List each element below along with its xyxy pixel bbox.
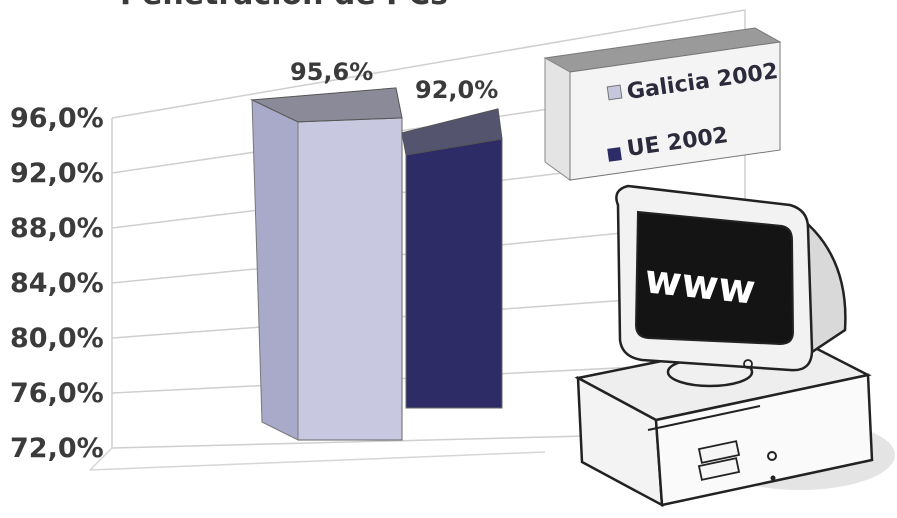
data-label: 95,6% (290, 58, 373, 86)
gridline (111, 9, 746, 119)
y-tick-label: 76,0% (10, 378, 104, 409)
y-tick-label: 72,0% (10, 433, 104, 464)
pc-drive-slot (647, 405, 761, 431)
y-axis: 72,0% 76,0% 80,0% 84,0% 88,0% 92,0% 96,0% (10, 103, 104, 464)
y-tick-label: 84,0% (10, 268, 104, 299)
bar-top (401, 108, 503, 156)
data-labels: 95,6% 92,0% (290, 58, 498, 104)
pc-drive-bay-2 (697, 457, 741, 481)
floor-edge-front (89, 451, 546, 471)
data-label: 92,0% (415, 76, 498, 104)
computer-illustration: www (574, 184, 895, 508)
floor-edge (89, 447, 113, 471)
y-tick-label: 92,0% (10, 158, 104, 189)
legend-swatch-ue (607, 147, 622, 162)
bar-side (251, 99, 299, 441)
legend-box-side (544, 57, 571, 181)
pc-drive-bay (697, 440, 741, 464)
monitor-screen (634, 210, 795, 346)
monitor-power-button (743, 359, 753, 369)
pc-button (770, 475, 776, 481)
y-tick-label: 96,0% (10, 103, 104, 134)
chart-title: Penetración de PCs (120, 0, 448, 12)
bars (250, 87, 503, 441)
y-tick-label: 80,0% (10, 323, 104, 354)
bar-top (250, 87, 403, 123)
legend-box-front (569, 41, 781, 181)
y-tick-label: 88,0% (10, 213, 104, 244)
legend: Galicia 2002 UE 2002 (543, 27, 782, 181)
bar-front (297, 117, 403, 441)
legend-swatch-galicia (606, 84, 623, 101)
pc-power-led (767, 451, 777, 461)
bar-front (405, 138, 503, 409)
